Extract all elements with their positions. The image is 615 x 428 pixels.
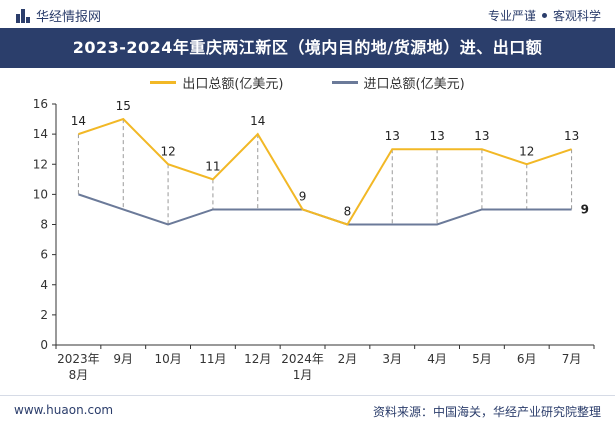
x-tick-label: 6月 <box>517 352 537 366</box>
x-tick-label: 2024年 <box>281 352 324 366</box>
data-label-export: 13 <box>429 129 444 143</box>
legend-swatch-export <box>150 80 177 84</box>
y-tick-label: 4 <box>40 278 48 292</box>
data-label-export: 13 <box>385 129 400 143</box>
site-url[interactable]: www.huaon.com <box>14 403 114 417</box>
data-label-export: 12 <box>519 144 534 158</box>
y-tick-label: 6 <box>40 248 48 262</box>
data-label-export: 13 <box>474 129 489 143</box>
x-tick-label: 9月 <box>113 352 133 366</box>
x-tick-label: 4月 <box>427 352 447 366</box>
data-label-export: 11 <box>205 159 220 173</box>
data-source: 资料来源：中国海关，华经产业研究院整理 <box>372 405 601 419</box>
chart-title: 2023-2024年重庆两江新区（境内目的地/货源地）进、出口额 <box>0 28 615 68</box>
tagline-right: 客观科学 <box>552 9 601 23</box>
data-label-export: 13 <box>564 129 579 143</box>
legend: 出口总额(亿美元) 进口总额(亿美元) <box>0 68 615 96</box>
legend-label-export: 出口总额(亿美元) <box>182 76 284 92</box>
y-tick-label: 0 <box>40 338 48 352</box>
brand[interactable]: 华经情报网 <box>16 6 101 25</box>
x-tick-label: 3月 <box>382 352 402 366</box>
tagline: 专业严谨 客观科学 <box>488 7 601 24</box>
brand-name: 华经情报网 <box>36 10 102 25</box>
data-label-import: 9 <box>581 202 589 216</box>
top-bar: 华经情报网 专业严谨 客观科学 <box>0 0 615 28</box>
dot-separator-icon <box>541 13 547 18</box>
data-label-export: 12 <box>160 144 175 158</box>
y-tick-label: 12 <box>33 157 48 171</box>
data-label-export: 8 <box>344 205 352 219</box>
data-label-export: 14 <box>71 114 86 128</box>
data-label-export: 15 <box>116 99 131 113</box>
series-line-export <box>78 117 572 226</box>
x-tick-label: 2月 <box>338 352 358 366</box>
data-label-export: 9 <box>299 189 307 203</box>
legend-swatch-import <box>331 80 358 84</box>
series-line-import <box>78 193 572 226</box>
x-tick-label: 1月 <box>293 368 313 382</box>
legend-item-import[interactable]: 进口总额(亿美元) <box>331 73 465 92</box>
y-tick-label: 2 <box>40 308 48 322</box>
y-tick-label: 8 <box>40 218 48 232</box>
x-tick-label: 10月 <box>154 352 181 366</box>
x-tick-label: 2023年 <box>57 352 100 366</box>
x-tick-label: 5月 <box>472 352 492 366</box>
bar-chart-logo-icon <box>16 8 30 23</box>
footer: www.huaon.com 资料来源：中国海关，华经产业研究院整理 <box>0 395 615 428</box>
y-tick-label: 10 <box>33 187 48 201</box>
line-chart: 0 2 4 6 8 10 12 14 16 2023年 8月 9月 10月 11月 12月 2024年 1月 2月… <box>33 97 595 382</box>
x-tick-label: 7月 <box>562 352 582 366</box>
x-tick-label: 8月 <box>69 368 89 382</box>
x-tick-label: 12月 <box>244 352 271 366</box>
x-tick-label: 11月 <box>199 352 226 366</box>
y-tick-label: 16 <box>33 97 48 111</box>
legend-item-export[interactable]: 出口总额(亿美元) <box>150 73 284 92</box>
tagline-left: 专业严谨 <box>487 9 536 23</box>
data-label-export: 14 <box>250 114 265 128</box>
legend-label-import: 进口总额(亿美元) <box>363 76 465 92</box>
y-tick-label: 14 <box>33 127 48 141</box>
